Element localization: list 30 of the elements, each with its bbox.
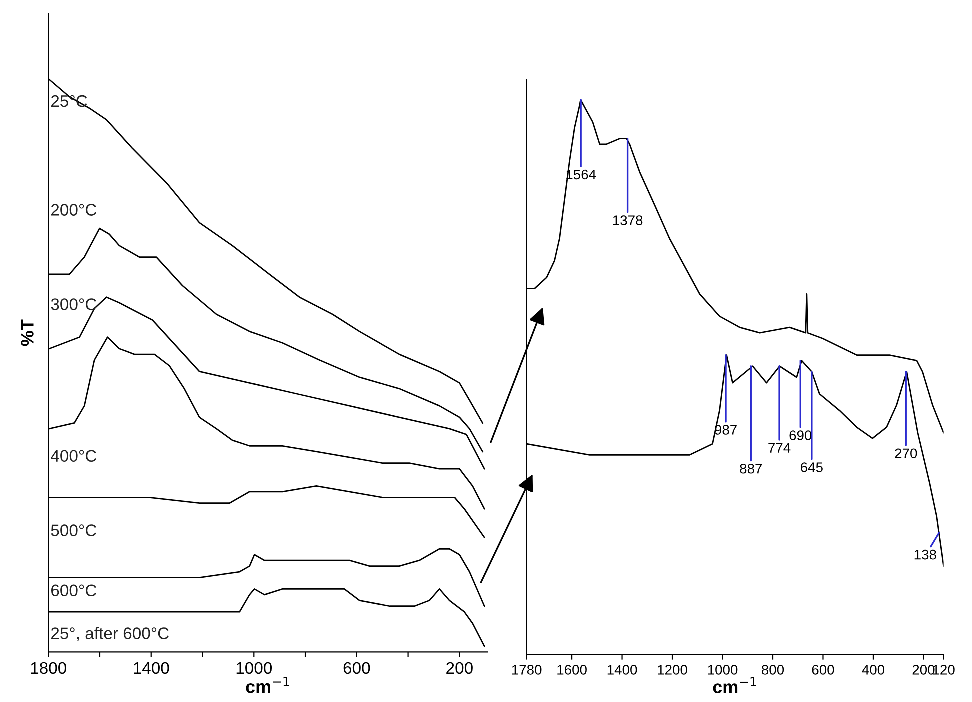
annotation: 645 <box>801 462 823 472</box>
x-tick-label: 600 <box>812 665 834 675</box>
x-tick-label: 1800 <box>31 662 66 674</box>
x-axis-title: cm$^{−1}$ <box>246 677 290 694</box>
x-tick-label: 1000 <box>708 665 738 675</box>
x-tick-label: 120 <box>933 665 955 675</box>
x-tick-label: 1200 <box>658 665 688 675</box>
x-tick-label: 400 <box>862 665 885 675</box>
x-tick-label: 800 <box>762 665 784 675</box>
series-label: 300°C <box>51 298 97 310</box>
x-tick-label: 600 <box>344 662 370 674</box>
series-label: 500°C <box>51 524 97 536</box>
annotation: 270 <box>895 448 918 459</box>
annotation: 138 <box>914 550 936 560</box>
series-label: 25°, after 600°C <box>51 627 169 642</box>
y-axis-title: %T <box>21 320 34 346</box>
annotation: 774 <box>768 443 791 453</box>
x-tick-label: 1780 <box>512 665 542 675</box>
x-tick-label: 1400 <box>134 662 170 674</box>
x-tick-label: 200 <box>446 662 473 674</box>
series-label: 200°C <box>51 204 97 216</box>
x-tick-label: 1000 <box>236 662 272 674</box>
series-label: 600°C <box>52 584 97 597</box>
x-tick-label: 1600 <box>558 665 587 675</box>
x-tick-label: 1400 <box>608 665 638 675</box>
series-label: 400°C <box>51 450 97 462</box>
x-axis-title: cm$^{−1}$ <box>713 677 756 694</box>
x-tick-label: 200 <box>912 665 935 675</box>
annotation: 887 <box>740 464 762 474</box>
annotation: 1378 <box>613 216 643 226</box>
